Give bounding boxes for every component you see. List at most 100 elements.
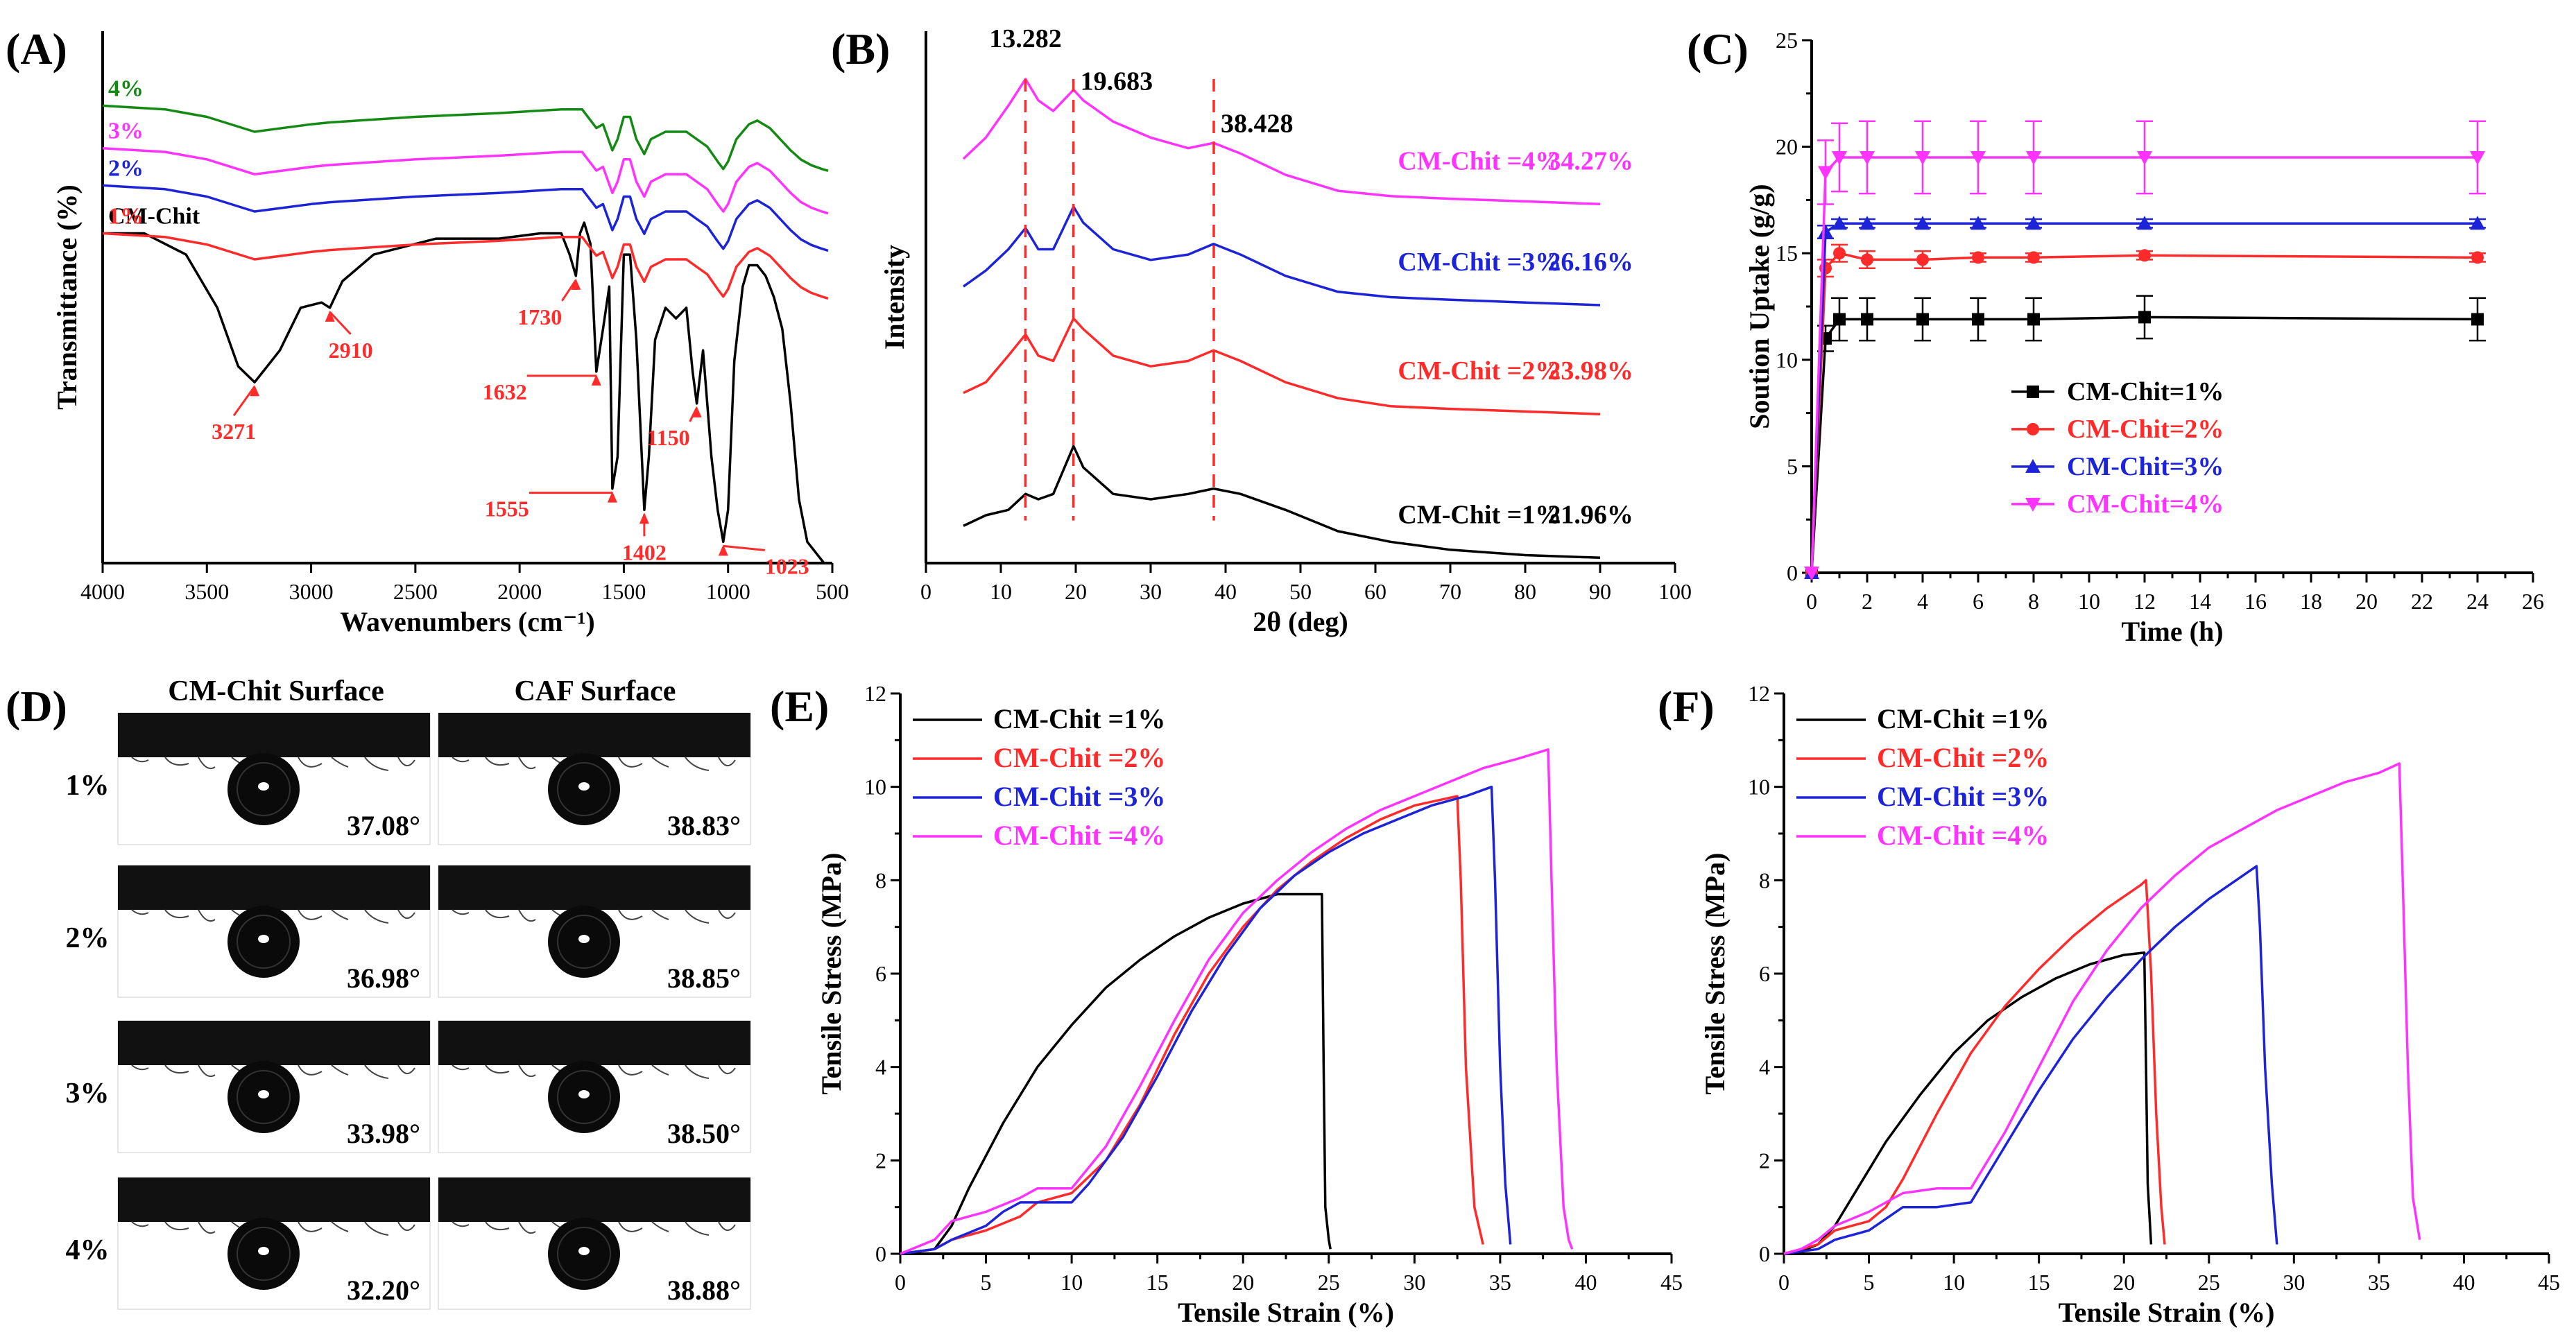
x-tick-label: 10: [2078, 589, 2100, 614]
x-tick-label: 25: [1318, 1270, 1340, 1295]
fiber-strand: [685, 909, 710, 924]
x-tick-label: 45: [1660, 1270, 1683, 1295]
fiber-strand: [164, 757, 189, 766]
droplet-ring: [557, 915, 611, 969]
y-tick-label: 6: [875, 961, 886, 986]
x-tick-label: 30: [1403, 1270, 1425, 1295]
y-tick-label: 6: [1759, 961, 1770, 986]
droplet-image: 36.98°: [117, 865, 431, 998]
fiber-strand: [618, 757, 643, 768]
peak-label: 13.282: [989, 24, 1062, 53]
x-tick-label: 4000: [80, 579, 125, 604]
surface-band: [438, 1021, 750, 1065]
fiber-strand: [331, 1064, 349, 1076]
x-tick-label: 10: [1061, 1270, 1083, 1295]
x-tick-label: 18: [2300, 589, 2322, 614]
series-line-CM-Chit =1%: [1783, 951, 2153, 1255]
panel-label: (D): [6, 682, 67, 731]
legend-label: CM-Chit =1%: [1877, 703, 2049, 734]
annotation-arrow: [232, 386, 256, 417]
y-tick-label: 20: [1776, 135, 1798, 159]
x-tick-label: 50: [1289, 579, 1312, 604]
series-line-CM-Chit =1%: [963, 445, 1601, 560]
x-tick-label: 0: [1806, 589, 1817, 614]
y-tick-label: 10: [864, 775, 886, 800]
fiber-strand: [131, 757, 149, 763]
contact-angle-label: 37.08°: [347, 810, 420, 841]
x-tick-label: 40: [2453, 1270, 2475, 1295]
fiber-strand: [718, 1064, 736, 1074]
x-axis-label: Time (h): [2121, 616, 2223, 647]
data-point: [1916, 313, 1929, 326]
y-tick-label: 4: [1759, 1055, 1770, 1080]
data-point: [1915, 150, 1930, 165]
y-tick-label: 25: [1776, 28, 1798, 53]
legend-label: CM-Chit =2%: [993, 742, 1165, 773]
contact-angle-label: 32.20°: [347, 1275, 420, 1306]
surface-band: [438, 713, 750, 757]
panel-b: 0 10 20 30 40 50 60 70 80 90 100 2θ (deg) Intensity C…: [879, 24, 1692, 637]
series-label: CM-Chit =1%: [1398, 500, 1561, 529]
data-point: [1970, 216, 1986, 230]
panel-label: (C): [1687, 24, 1749, 74]
surface-band: [438, 1178, 750, 1222]
peak-annotation: 1555: [485, 497, 529, 521]
crystallinity-label: 23.98%: [1547, 356, 1633, 386]
data-point: [1833, 313, 1846, 326]
fiber-strand: [331, 909, 349, 920]
x-tick-label: 80: [1514, 579, 1536, 604]
peak-annotation: 1150: [646, 425, 689, 450]
y-tick-label: 4: [875, 1055, 886, 1080]
x-tick-label: 500: [816, 579, 849, 604]
x-tick-label: 12: [2133, 589, 2156, 614]
x-tick-label: 20: [1065, 579, 1087, 604]
panel-label: (F): [1658, 682, 1715, 731]
y-tick-label: 0: [1759, 1241, 1770, 1266]
x-tick-label: 2: [1862, 589, 1873, 614]
peak-annotation: 1632: [483, 379, 527, 404]
arrowhead-icon: [639, 512, 649, 524]
legend-marker: [2027, 422, 2039, 435]
contact-angle-label: 38.83°: [667, 810, 741, 841]
y-tick-label: 15: [1776, 241, 1798, 266]
peak-annotation: 1023: [765, 553, 809, 578]
arrowhead-icon: [692, 406, 702, 417]
series-line-1%: [102, 232, 829, 300]
series-label: 3%: [108, 119, 144, 144]
fiber-strand: [397, 909, 415, 919]
x-tick-label: 0: [920, 579, 931, 604]
data-point: [1861, 313, 1873, 326]
panel-label: (B): [831, 24, 890, 74]
data-point: [1818, 166, 1833, 180]
fiber-strand: [131, 909, 149, 915]
fiber-strand: [298, 757, 323, 768]
fiber-strand: [618, 909, 643, 920]
data-point: [1804, 567, 1819, 580]
x-tick-label: 22: [2411, 589, 2433, 614]
peak-label: 19.683: [1081, 67, 1153, 96]
fiber-strand: [518, 1064, 536, 1078]
peak-annotation: 3271: [212, 419, 256, 444]
legend-label: CM-Chit =4%: [993, 820, 1165, 851]
x-tick-label: 3500: [184, 579, 229, 604]
data-point: [2471, 251, 2484, 264]
row-label: 2%: [66, 922, 110, 954]
y-axis-label: Intensity: [879, 245, 910, 350]
x-tick-label: 2500: [393, 579, 438, 604]
fiber-strand: [518, 1221, 536, 1234]
y-tick-label: 12: [1748, 681, 1770, 706]
x-tick-label: 90: [1589, 579, 1611, 604]
panel-f: 0 5 10 15 20 25 30 35 40 45 0 2 4 6 8 10 12 Tensile Strai…: [1699, 681, 2560, 1328]
fiber-strand: [298, 1064, 323, 1076]
data-point: [2026, 216, 2041, 230]
x-tick-label: 60: [1364, 579, 1386, 604]
crystallinity-label: 21.96%: [1547, 500, 1633, 529]
series-line-CM-Chit: [103, 221, 825, 564]
series-label: CM-Chit =2%: [1398, 356, 1561, 386]
fiber-strand: [452, 757, 470, 763]
peak-annotation: 1402: [622, 540, 667, 564]
x-tick-label: 0: [895, 1270, 906, 1295]
series-line-CM-Chit =3%: [900, 785, 1512, 1255]
fiber-strand: [651, 757, 669, 768]
